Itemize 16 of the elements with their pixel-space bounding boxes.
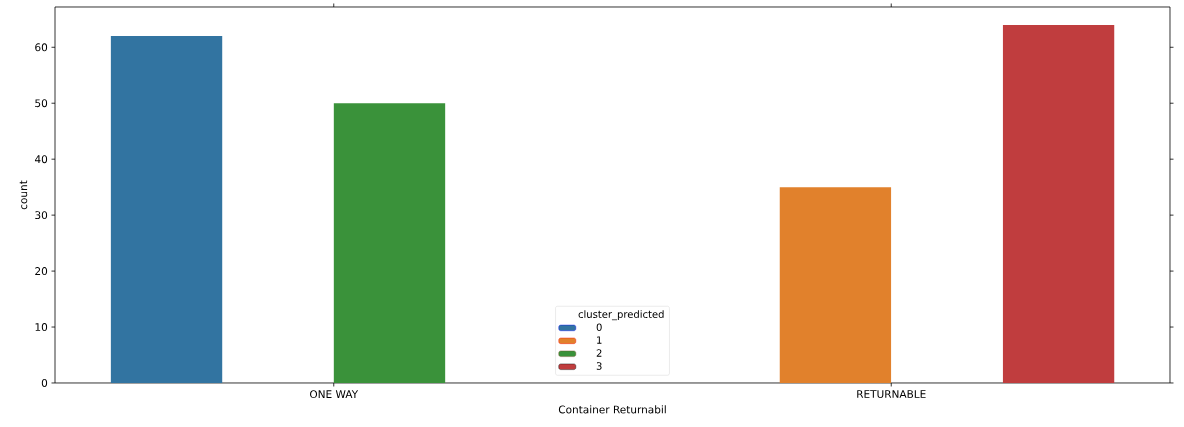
y-tick-label: 0: [41, 379, 48, 387]
legend-title: cluster_predicted: [578, 310, 664, 321]
legend-label: 2: [596, 349, 602, 357]
y-tick-label: 10: [35, 323, 48, 331]
legend-label: 1: [597, 336, 602, 344]
y-tick-label: 40: [34, 155, 48, 164]
x-tick-label: RETURNABLE: [857, 390, 926, 398]
y-tick-label: 20: [35, 267, 48, 276]
legend-label: 3: [596, 362, 602, 370]
y-axis-title: count: [19, 180, 28, 210]
y-tick-label: 50: [35, 99, 48, 108]
legend-label: 0: [596, 323, 602, 331]
y-tick-label: 60: [35, 43, 48, 52]
y-tick-label: 30: [35, 211, 48, 220]
x-axis-title: Container Returnabil: [558, 405, 666, 414]
x-tick-label: ONE WAY: [310, 390, 359, 399]
